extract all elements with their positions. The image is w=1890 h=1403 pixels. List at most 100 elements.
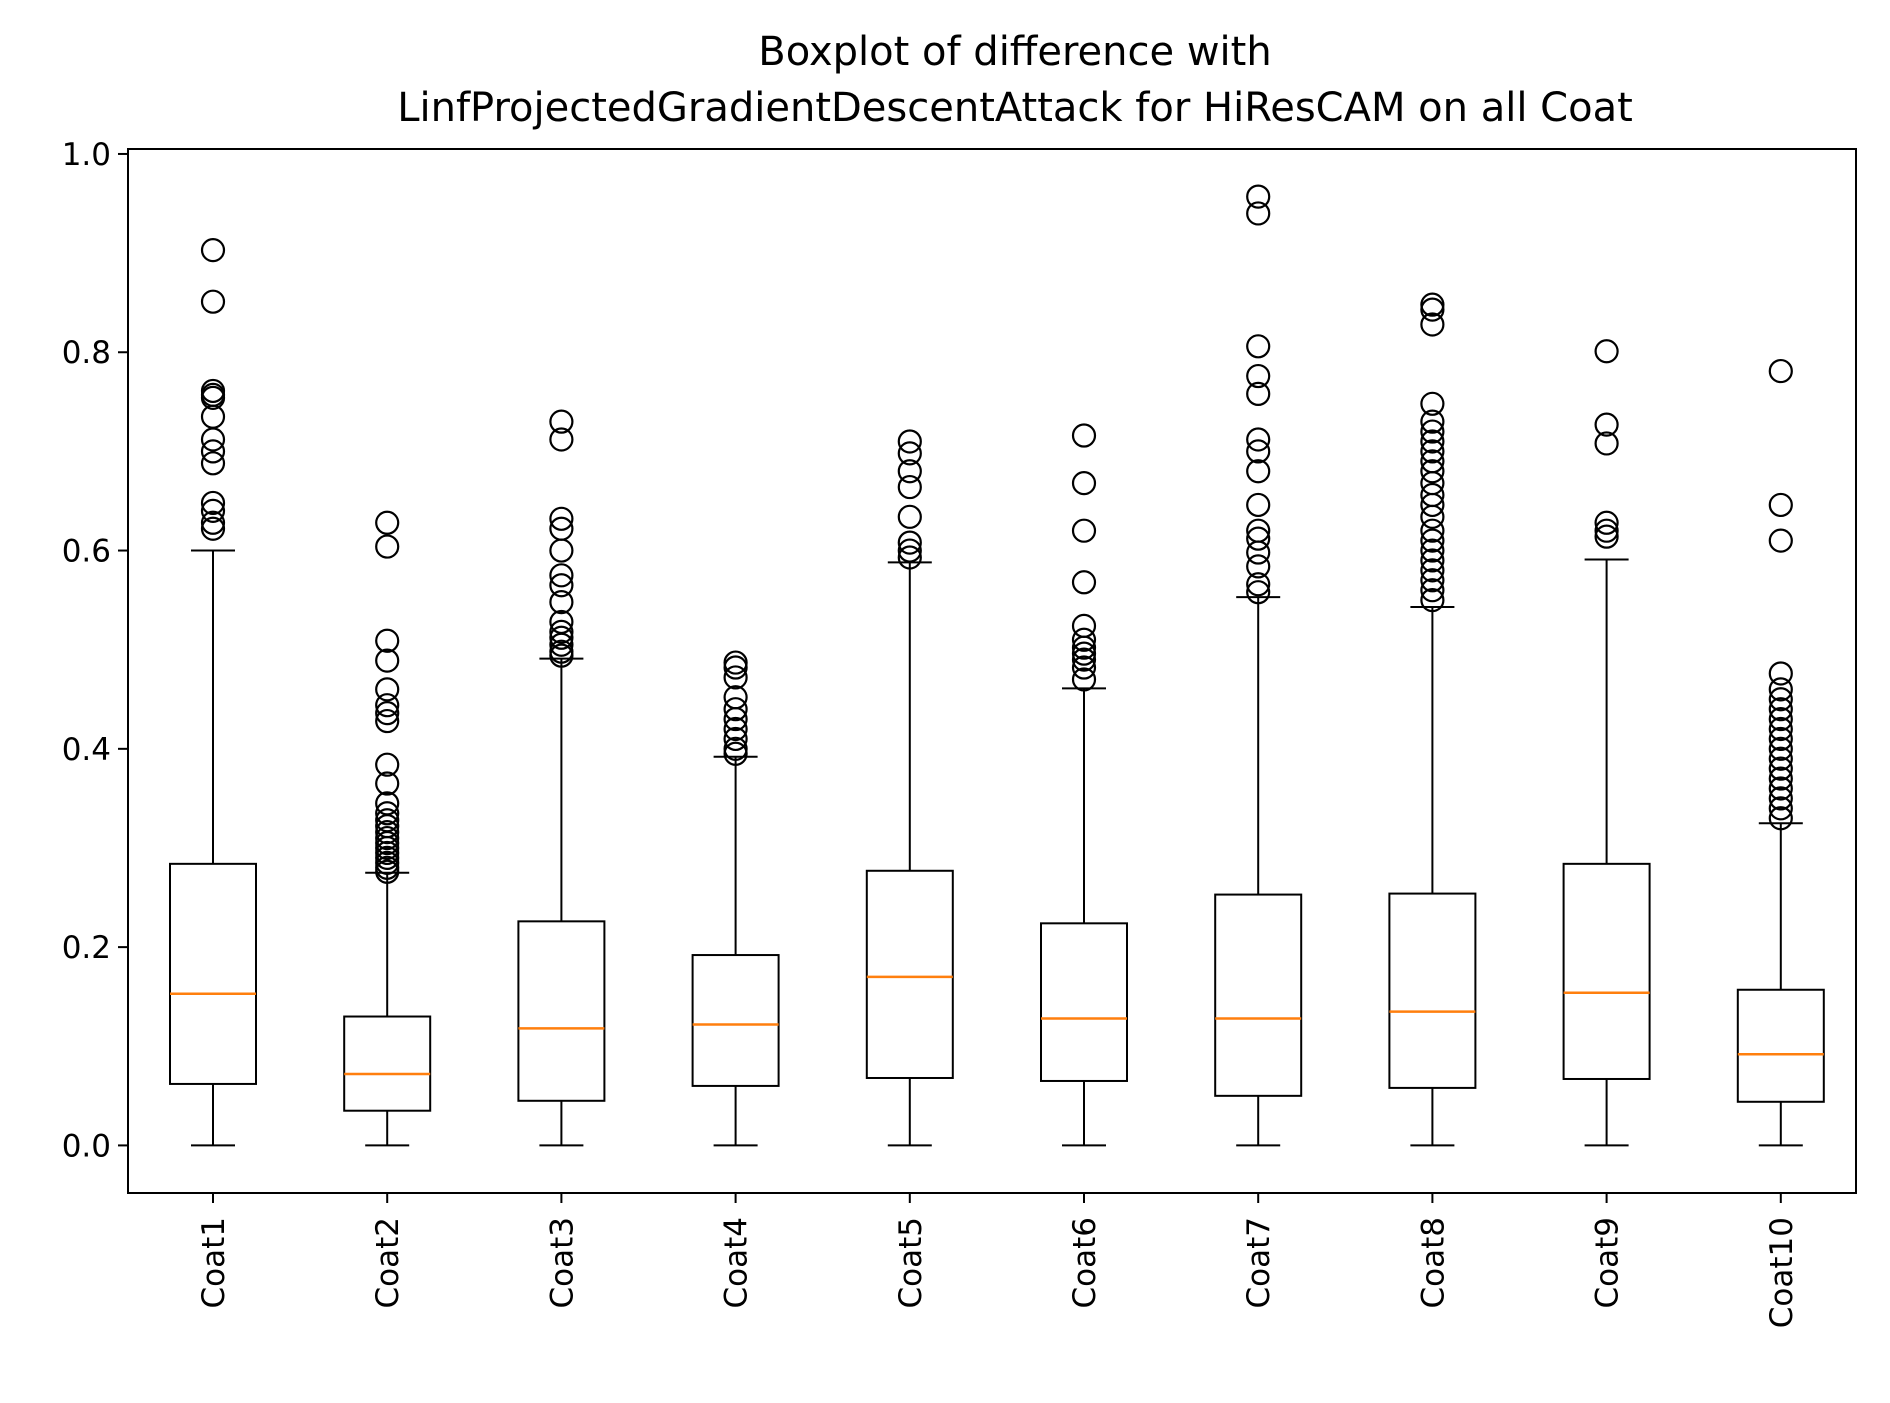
- outlier-point: [1768, 706, 1793, 732]
- iqr-box: [1388, 892, 1477, 1089]
- outlier-point: [1768, 796, 1793, 821]
- outlier-point: [1246, 540, 1271, 565]
- outlier-point: [549, 589, 574, 615]
- x-tick-label: Coat7: [1241, 1217, 1277, 1309]
- iqr-box: [1562, 862, 1651, 1080]
- outlier-point: [1768, 756, 1793, 781]
- iqr-box: [1214, 893, 1303, 1097]
- chart-title-line-1: Boxplot of difference with: [758, 29, 1271, 75]
- outlier-point: [1768, 528, 1793, 553]
- outlier-point: [1246, 580, 1271, 605]
- outlier-point: [897, 474, 922, 500]
- outlier-point: [1768, 746, 1793, 771]
- outlier-point: [1071, 471, 1097, 496]
- outlier-point: [1071, 655, 1097, 680]
- outlier-point: [549, 573, 574, 598]
- outlier-point: [1768, 766, 1793, 791]
- outlier-point: [1420, 568, 1445, 593]
- outlier-point: [897, 504, 922, 529]
- outlier-point: [1768, 786, 1793, 811]
- outlier-point: [1768, 677, 1793, 702]
- chart-title-line-2: LinfProjectedGradientDescentAttack for H…: [397, 85, 1633, 131]
- outlier-point: [897, 441, 922, 466]
- outlier-point: [200, 385, 226, 410]
- outlier-point: [200, 498, 226, 523]
- outlier-point: [1246, 184, 1271, 209]
- outlier-point: [897, 538, 922, 563]
- outlier-point: [1420, 429, 1445, 454]
- outlier-point: [1594, 431, 1619, 456]
- plot-area: 0.0 0.2 0.4 0.6 0.8 1.0 Coat1 Coat2 Coat3 Coat4 Co…: [62, 137, 1825, 1328]
- outlier-point: [375, 677, 400, 702]
- y-tick-label: 0.2: [62, 930, 111, 966]
- x-tick-label: Coat2: [370, 1217, 406, 1309]
- outlier-point: [375, 628, 400, 653]
- outlier-point: [375, 693, 400, 718]
- outlier-point: [1071, 647, 1097, 672]
- outlier-point: [1246, 492, 1271, 518]
- outlier-point: [1071, 570, 1097, 595]
- outlier-point: [1768, 358, 1793, 384]
- outlier-point: [549, 538, 574, 563]
- outlier-point: [375, 701, 400, 726]
- outlier-point: [723, 655, 748, 680]
- outlier-point: [1420, 492, 1445, 518]
- outlier-point: [375, 801, 400, 826]
- outlier-point: [1071, 667, 1097, 692]
- outlier-point: [375, 510, 400, 535]
- outlier-point: [1246, 201, 1271, 226]
- outlier-point: [1420, 504, 1445, 529]
- outlier-point: [1594, 412, 1619, 437]
- outlier-point: [1420, 459, 1445, 484]
- outlier-point: [200, 289, 226, 314]
- outlier-point: [1071, 627, 1097, 652]
- axes-frame: [127, 148, 1857, 1194]
- x-tick-label: Coat9: [1590, 1217, 1626, 1309]
- outlier-point: [897, 545, 922, 570]
- outlier-point: [1768, 736, 1793, 761]
- outlier-point: [1071, 635, 1097, 660]
- outlier-point: [723, 706, 748, 732]
- outlier-point: [375, 771, 400, 796]
- x-tick-label: Coat6: [1067, 1217, 1103, 1309]
- outlier-point: [1420, 538, 1445, 563]
- outlier-point: [1594, 510, 1619, 535]
- y-tick-label: 0.6: [62, 534, 111, 570]
- outlier-point: [1246, 363, 1271, 389]
- outlier-point: [1594, 339, 1619, 364]
- outlier-point: [375, 859, 400, 884]
- outlier-point: [723, 697, 748, 722]
- outlier-point: [1768, 726, 1793, 752]
- x-tick-label: Coat3: [544, 1217, 580, 1309]
- outlier-point: [1420, 588, 1445, 613]
- outlier-point: [375, 752, 400, 777]
- outlier-point: [549, 643, 574, 668]
- outlier-point: [723, 726, 748, 752]
- outlier-point: [1420, 558, 1445, 583]
- outlier-point: [723, 741, 748, 766]
- outlier-point: [897, 429, 922, 454]
- outlier-point: [1420, 297, 1445, 322]
- outlier-point: [897, 459, 922, 484]
- outlier-point: [549, 506, 574, 531]
- outlier-point: [1768, 716, 1793, 742]
- outlier-point: [1420, 419, 1445, 444]
- x-tick-label: Coat10: [1764, 1217, 1800, 1328]
- outlier-point: [1246, 439, 1271, 464]
- iqr-box: [169, 862, 257, 1085]
- outlier-point: [549, 409, 574, 434]
- y-tick-label: 0.8: [62, 335, 111, 371]
- outlier-point: [723, 716, 748, 742]
- outlier-point: [1420, 528, 1445, 553]
- outlier-point: [1246, 427, 1271, 452]
- outlier-point: [1246, 381, 1271, 406]
- outlier-point: [1768, 661, 1793, 686]
- iqr-box: [1040, 922, 1128, 1082]
- outlier-point: [1768, 697, 1793, 722]
- y-tick-label: 0.4: [62, 732, 111, 768]
- x-tick-label: Coat4: [719, 1217, 755, 1309]
- outlier-point: [1420, 409, 1445, 434]
- outlier-point: [200, 451, 226, 476]
